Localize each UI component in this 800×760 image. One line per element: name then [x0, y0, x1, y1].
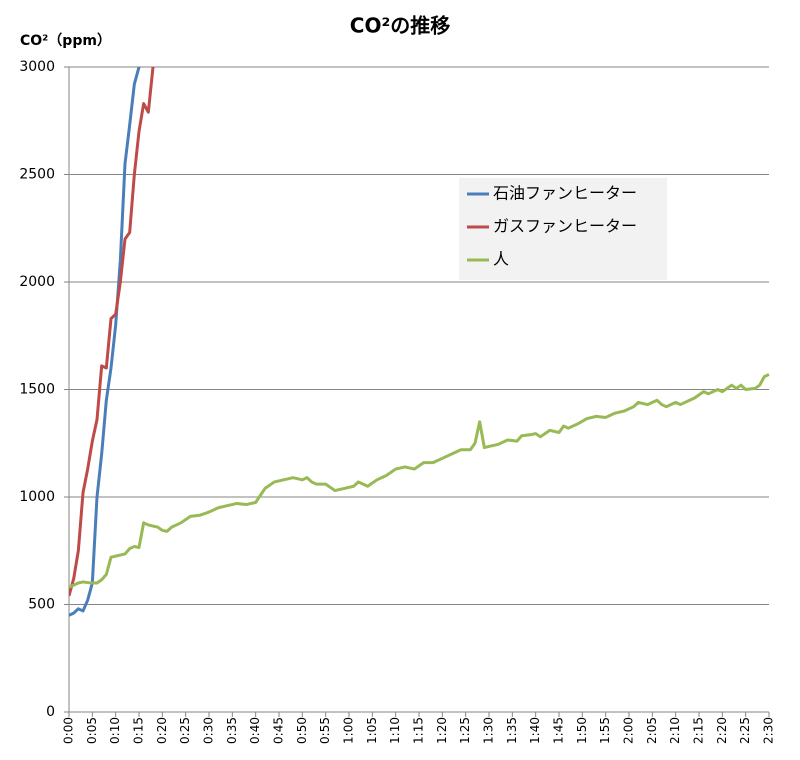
x-tick-label: 0:55: [318, 717, 332, 744]
series-line: [69, 66, 141, 617]
x-tick-label: 2:15: [692, 717, 706, 744]
x-tick-label: 0:35: [225, 717, 239, 744]
x-tick-label: 2:05: [645, 717, 659, 744]
x-tick-label: 2:10: [668, 717, 682, 744]
x-tick-label: 0:05: [85, 717, 99, 744]
x-tick-label: 1:35: [505, 717, 519, 744]
y-tick-label: 0: [46, 704, 55, 720]
legend-label: ガスファンヒーター: [493, 217, 637, 236]
x-tick-label: 1:50: [575, 717, 589, 744]
y-tick-label: 1000: [19, 489, 55, 505]
x-tick-label: 0:30: [202, 717, 216, 744]
x-tick-label: 1:15: [412, 717, 426, 744]
x-tick-label: 1:55: [598, 717, 612, 744]
y-axis-label: CO²（ppm）: [20, 33, 111, 49]
x-tick-label: 1:10: [388, 717, 402, 744]
x-tick-label: 0:10: [108, 717, 122, 744]
y-tick-label: 500: [28, 597, 55, 613]
x-tick-label: 0:25: [178, 717, 192, 744]
y-tick-label: 1500: [19, 382, 55, 398]
x-tick-label: 2:20: [715, 717, 729, 744]
chart-title: CO²の推移: [350, 14, 450, 38]
plot-area: [69, 66, 770, 617]
x-tick-label: 1:45: [552, 717, 566, 744]
y-tick-label: 2500: [19, 167, 55, 183]
x-tick-label: 1:25: [458, 717, 472, 744]
x-tick-label: 1:40: [528, 717, 542, 744]
legend-box: [459, 178, 667, 280]
x-tick-label: 0:40: [248, 717, 262, 744]
x-tick-label: 1:00: [342, 717, 356, 744]
x-tick-label: 0:50: [295, 717, 309, 744]
legend-label: 石油ファンヒーター: [493, 184, 637, 203]
y-tick-label: 3000: [19, 59, 55, 75]
series-line: [69, 373, 770, 589]
x-tick-label: 0:00: [62, 717, 76, 744]
x-tick-label: 2:25: [738, 717, 752, 744]
y-tick-label: 2000: [19, 274, 55, 290]
legend-label: 人: [493, 250, 509, 269]
series-line: [69, 66, 155, 597]
x-tick-label: 1:30: [482, 717, 496, 744]
x-tick-label: 2:30: [762, 717, 776, 744]
x-tick-label: 0:15: [132, 717, 146, 744]
x-tick-label: 1:05: [365, 717, 379, 744]
x-tick-label: 0:45: [272, 717, 286, 744]
x-tick-label: 0:20: [155, 717, 169, 744]
x-tick-label: 2:00: [622, 717, 636, 744]
x-tick-label: 1:20: [435, 717, 449, 744]
